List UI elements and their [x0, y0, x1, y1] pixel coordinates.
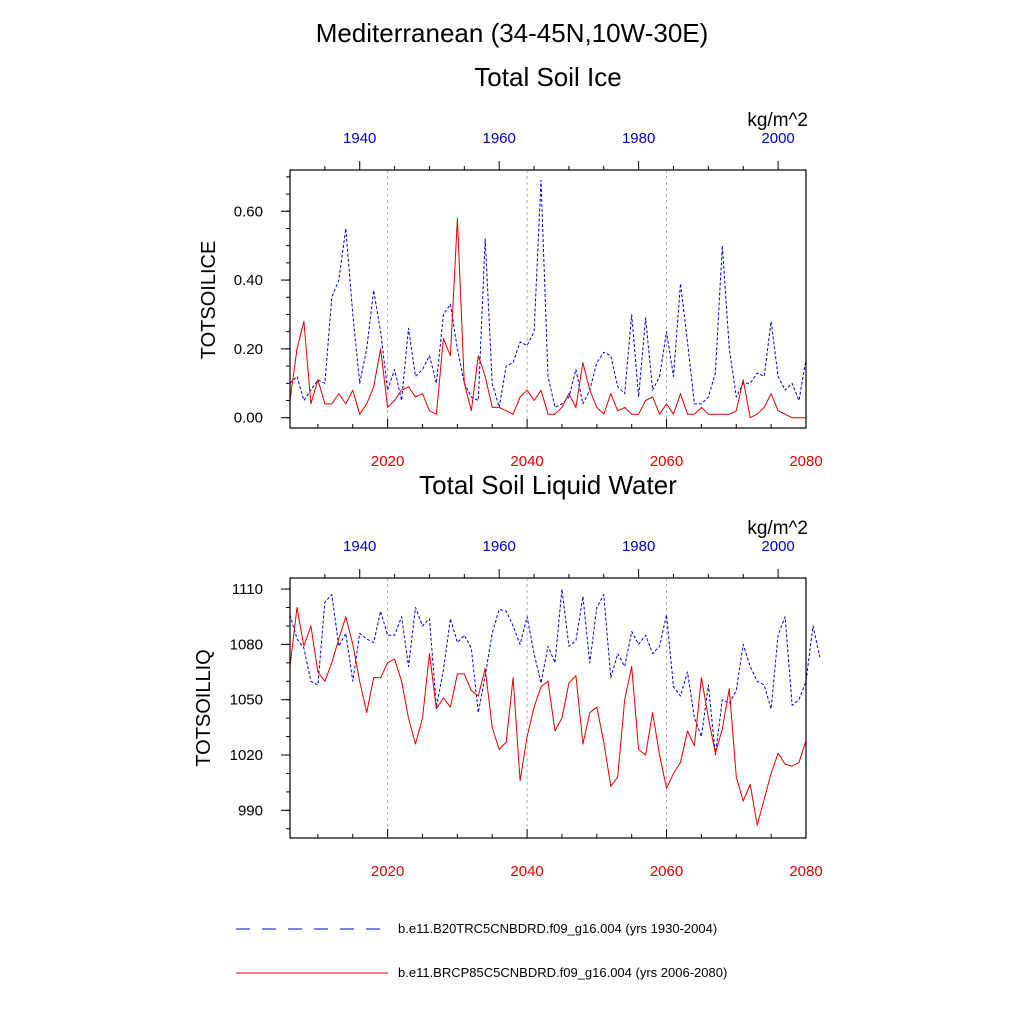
soil-ice-y-tick-label: 0.40 [234, 272, 263, 289]
soil-ice-y-axis-title: TOTSOILICE [198, 241, 220, 360]
soil-liquid-top-tick-label: 1980 [622, 538, 655, 555]
soil-ice-panel: Total Soil Ice kg/m^2 TOTSOILICE 0.00 0.2… [198, 62, 823, 470]
soil-liquid-bottom-tick-label: 2040 [510, 863, 543, 880]
legend: b.e11.B20TRC5CNBDRD.f09_g16.004 (yrs 193… [236, 921, 727, 980]
soil-liquid-top-tick-label: 1940 [343, 538, 376, 555]
soil-liquid-y-tick-label: 1110 [232, 581, 263, 598]
soil-ice-plot-frame [289, 169, 807, 429]
figure-title: Mediterranean (34-45N,10W-30E) [316, 18, 709, 48]
soil-liquid-rcp85-series-line [289, 607, 807, 826]
soil-ice-bottom-tick-label: 2020 [371, 453, 404, 470]
soil-liquid-bottom-tick-label: 2060 [650, 863, 683, 880]
soil-ice-units: kg/m^2 [747, 110, 808, 131]
soil-ice-bottom-tick-label: 2040 [510, 453, 543, 470]
soil-ice-bottom-tick-label: 2060 [650, 453, 683, 470]
soil-ice-top-tick-label: 1940 [343, 130, 376, 147]
soil-liquid-bottom-tick-label: 2080 [789, 863, 822, 880]
soil-liquid-y-tick-label: 1050 [230, 692, 263, 709]
legend-label-rcp85: b.e11.BRCP85C5CNBDRD.f09_g16.004 (yrs 20… [398, 965, 727, 980]
soil-liquid-y-axis-title: TOTSOILLIQ [193, 649, 215, 766]
soil-ice-y-tick-label: 0.20 [234, 341, 263, 358]
soil-ice-historical-series-line [289, 179, 807, 408]
soil-liquid-top-tick-label: 1960 [483, 538, 516, 555]
soil-liquid-units: kg/m^2 [747, 518, 808, 539]
soil-ice-top-tick-label: 2000 [761, 130, 794, 147]
soil-liquid-y-tick-label: 1020 [230, 747, 263, 764]
soil-liquid-top-tick-label: 2000 [761, 538, 794, 555]
legend-label-historical: b.e11.B20TRC5CNBDRD.f09_g16.004 (yrs 193… [398, 921, 717, 936]
soil-ice-top-tick-label: 1960 [483, 130, 516, 147]
soil-liquid-bottom-tick-label: 2020 [371, 863, 404, 880]
soil-liquid-panel: Total Soil Liquid Water kg/m^2 TOTSOILLI… [193, 470, 823, 880]
soil-liquid-y-tick-label: 1080 [230, 636, 263, 653]
soil-liquid-plot-frame [289, 577, 807, 839]
soil-ice-bottom-tick-label: 2080 [789, 453, 822, 470]
soil-liquid-y-tick-label: 990 [238, 802, 263, 819]
soil-ice-title: Total Soil Ice [474, 62, 621, 92]
soil-ice-rcp85-series-line [289, 217, 806, 419]
soil-ice-y-tick-label: 0.60 [234, 203, 263, 220]
soil-ice-y-tick-label: 0.00 [234, 410, 263, 427]
soil-ice-top-tick-label: 1980 [622, 130, 655, 147]
soil-liquid-title: Total Soil Liquid Water [419, 470, 677, 500]
